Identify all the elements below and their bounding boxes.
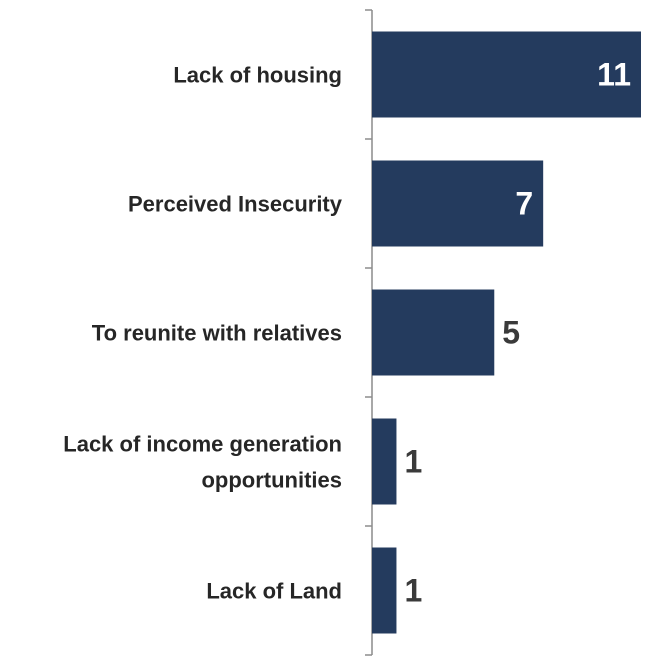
bar [372, 31, 641, 118]
bar [372, 289, 495, 376]
data-label: 1 [404, 573, 422, 609]
bar [372, 547, 397, 634]
data-label: 5 [502, 315, 520, 351]
category-label: Lack of housing [173, 63, 342, 88]
bar [372, 418, 397, 505]
category-label: Lack of income generation opportunities [63, 432, 342, 493]
data-label: 7 [515, 186, 533, 222]
category-label: Perceived Insecurity [128, 192, 343, 217]
data-label: 11 [597, 57, 631, 93]
bar [372, 160, 544, 247]
category-label: Lack of Land [206, 579, 342, 604]
category-label: To reunite with relatives [92, 321, 342, 346]
data-label: 1 [404, 444, 422, 480]
